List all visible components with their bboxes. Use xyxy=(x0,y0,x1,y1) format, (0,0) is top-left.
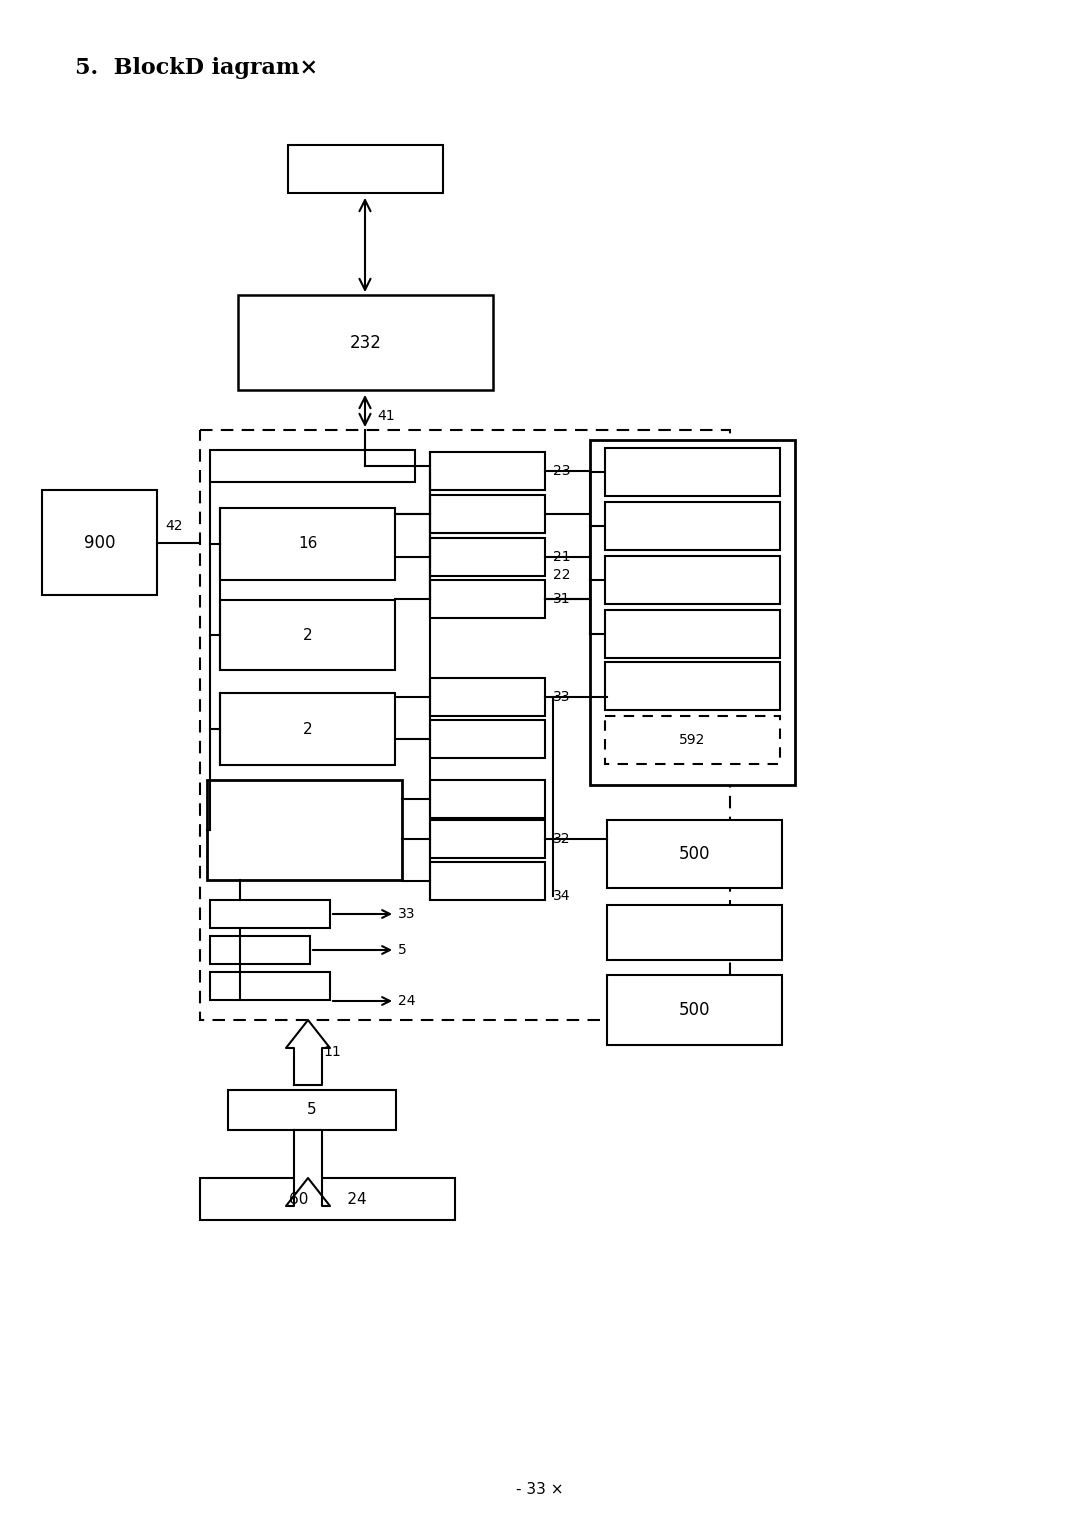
Text: 11: 11 xyxy=(323,1046,341,1060)
Text: 16: 16 xyxy=(298,536,318,551)
Bar xyxy=(605,556,780,605)
Bar xyxy=(605,716,780,764)
Bar xyxy=(605,663,780,710)
Bar xyxy=(220,693,395,765)
Bar xyxy=(607,976,782,1044)
Bar xyxy=(210,899,330,928)
Text: 41: 41 xyxy=(377,409,394,423)
Text: 592: 592 xyxy=(679,733,705,747)
Bar xyxy=(430,820,545,858)
Bar xyxy=(430,452,545,490)
Text: 5: 5 xyxy=(399,944,407,957)
Polygon shape xyxy=(286,1020,330,1086)
Text: 900: 900 xyxy=(84,533,116,551)
Text: 32: 32 xyxy=(553,832,570,846)
Bar xyxy=(605,502,780,550)
Text: 23: 23 xyxy=(553,464,570,478)
Bar xyxy=(42,490,157,596)
Bar xyxy=(430,580,545,618)
Bar xyxy=(220,508,395,580)
Bar xyxy=(430,678,545,716)
Bar xyxy=(430,780,545,818)
Bar xyxy=(210,450,415,483)
Bar xyxy=(220,600,395,670)
Bar xyxy=(430,721,545,757)
Bar xyxy=(228,1090,396,1130)
Polygon shape xyxy=(286,1130,330,1206)
Text: 33: 33 xyxy=(399,907,416,921)
Bar xyxy=(430,538,545,576)
Bar xyxy=(605,609,780,658)
Bar xyxy=(605,447,780,496)
Bar xyxy=(430,863,545,899)
Text: 24: 24 xyxy=(399,994,416,1008)
Text: 5: 5 xyxy=(307,1102,316,1118)
Bar xyxy=(207,780,402,880)
Text: 5.  BlockD iagram×: 5. BlockD iagram× xyxy=(75,56,319,79)
Bar xyxy=(607,906,782,960)
Text: 500: 500 xyxy=(678,1002,711,1019)
Text: 232: 232 xyxy=(350,333,381,351)
Text: 2: 2 xyxy=(302,628,312,643)
Text: 34: 34 xyxy=(553,889,570,902)
Text: 42: 42 xyxy=(165,519,183,533)
Bar xyxy=(590,440,795,785)
Bar xyxy=(210,936,310,964)
Text: 500: 500 xyxy=(678,844,711,863)
Bar xyxy=(430,495,545,533)
Bar xyxy=(200,431,730,1020)
Bar xyxy=(238,295,492,389)
Text: 31: 31 xyxy=(553,592,570,606)
Bar xyxy=(607,820,782,889)
Text: 21: 21 xyxy=(553,550,570,563)
Bar xyxy=(200,1177,455,1220)
Bar xyxy=(210,973,330,1000)
Bar xyxy=(288,145,443,192)
Text: 2: 2 xyxy=(302,721,312,736)
Text: 22: 22 xyxy=(553,568,570,582)
Text: 60        24: 60 24 xyxy=(288,1191,366,1206)
Text: 33: 33 xyxy=(553,690,570,704)
Text: - 33 ×: - 33 × xyxy=(516,1483,564,1498)
